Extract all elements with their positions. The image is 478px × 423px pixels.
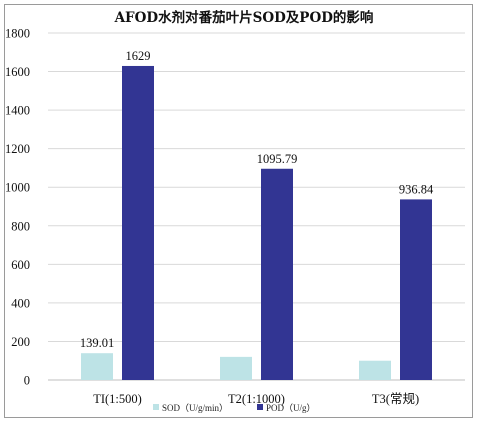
x-axis-category-labels: TI(1:500) T2(1:1000) T3(常规) <box>93 391 419 406</box>
legend-swatch-sod <box>153 404 159 410</box>
bar-pod-2 <box>400 199 432 380</box>
y-tick-label-4: 800 <box>11 219 30 233</box>
y-tick-label-5: 1000 <box>5 181 30 195</box>
y-tick-label-6: 1200 <box>5 142 30 156</box>
y-tick-label-8: 1600 <box>5 65 30 79</box>
y-tick-label-1: 200 <box>11 335 30 349</box>
data-label-pod-1: 1095.79 <box>257 152 298 166</box>
bar-pod-0 <box>122 66 154 380</box>
y-tick-label-3: 600 <box>11 258 30 272</box>
legend-item-sod: SOD（U/g/min） <box>153 403 228 413</box>
y-tick-label-0: 0 <box>24 374 30 388</box>
legend-label-pod: POD（U/g） <box>266 403 316 413</box>
chart-title: AFOD水剂对番茄叶片SOD及POD的影响 <box>114 9 374 26</box>
data-label-pod-0: 1629 <box>126 49 151 63</box>
x-category-label-2: T3(常规) <box>372 391 419 406</box>
y-tick-label-9: 1800 <box>5 27 30 41</box>
bar-sod-0 <box>81 353 113 380</box>
data-label-pod-2: 936.84 <box>399 182 434 196</box>
data-label-sod-0: 139.01 <box>80 336 114 350</box>
y-tick-label-2: 400 <box>11 296 30 310</box>
legend-item-pod: POD（U/g） <box>257 403 316 413</box>
y-tick-label-7: 1400 <box>5 104 30 118</box>
bar-sod-1 <box>220 357 252 380</box>
y-axis-tick-labels: 0 200 400 600 800 1000 1200 1400 1600 1800 <box>5 27 30 388</box>
legend-swatch-pod <box>257 404 263 410</box>
bar-sod-2 <box>359 361 391 380</box>
x-category-label-0: TI(1:500) <box>93 392 142 406</box>
legend-label-sod: SOD（U/g/min） <box>162 403 228 413</box>
bars <box>81 66 432 380</box>
bar-pod-1 <box>261 169 293 380</box>
